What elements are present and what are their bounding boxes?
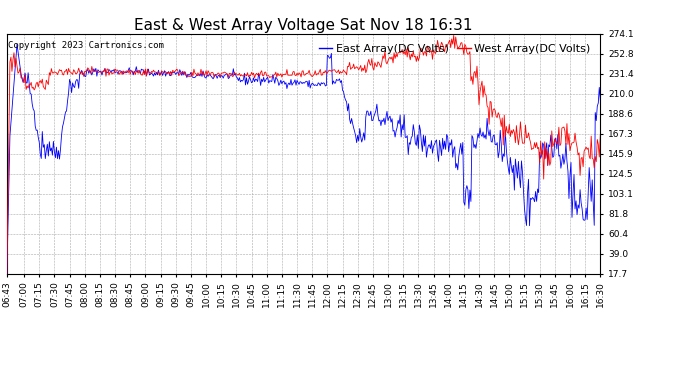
Legend: East Array(DC Volts), West Array(DC Volts): East Array(DC Volts), West Array(DC Volt… — [315, 39, 595, 58]
Title: East & West Array Voltage Sat Nov 18 16:31: East & West Array Voltage Sat Nov 18 16:… — [135, 18, 473, 33]
Text: Copyright 2023 Cartronics.com: Copyright 2023 Cartronics.com — [8, 41, 164, 50]
